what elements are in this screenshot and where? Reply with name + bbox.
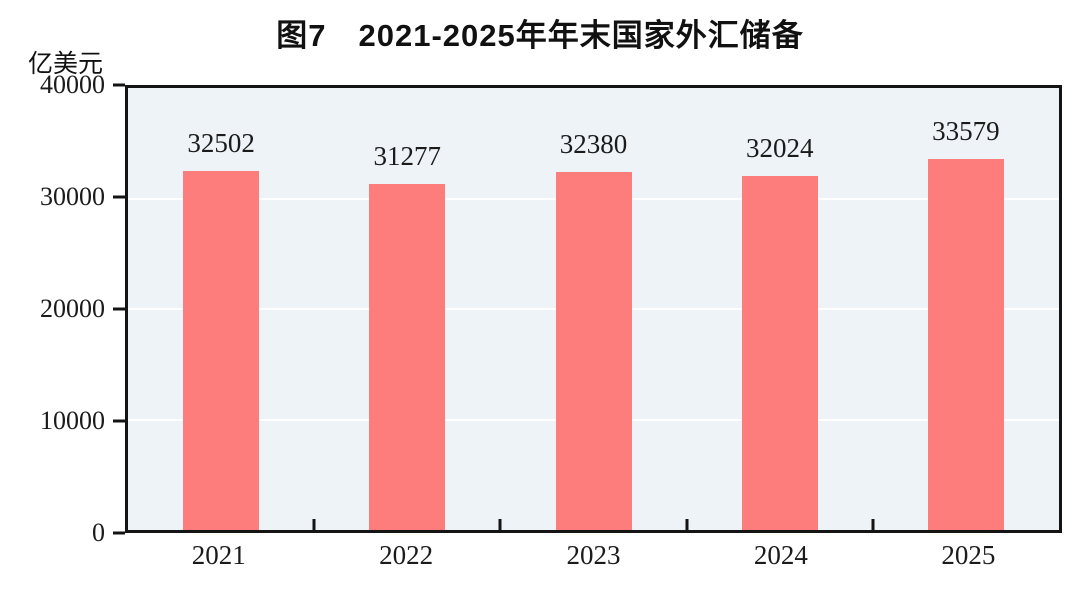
y-axis-label: 20000 — [40, 294, 105, 323]
y-axis-unit-label: 亿美元 — [28, 51, 104, 78]
bar-value-label: 31277 — [373, 141, 442, 172]
y-axis-label: 0 — [92, 518, 105, 547]
bar-2021 — [183, 170, 260, 530]
x-axis-tick — [685, 519, 689, 530]
y-axis-tick — [113, 83, 125, 87]
bar-group-2025: 33579 — [873, 88, 1059, 530]
x-axis-label-2021: 2021 — [191, 540, 246, 570]
bar-2023 — [555, 172, 632, 530]
bar-group-2024: 32024 — [687, 88, 873, 530]
x-axis-label-2023: 2023 — [566, 540, 621, 570]
bar-2024 — [741, 176, 818, 530]
x-axis-label-2022: 2022 — [379, 540, 434, 570]
y-axis-label: 10000 — [40, 406, 105, 435]
bar-group-2021: 32502 — [128, 88, 314, 530]
x-axis-labels: 2021 2022 2023 2024 2025 — [125, 540, 1062, 571]
bar-group-2022: 31277 — [314, 88, 500, 530]
y-axis-tick — [113, 419, 125, 423]
y-axis-label: 30000 — [40, 182, 105, 211]
x-axis-label-2024: 2024 — [753, 540, 808, 570]
y-axis-tick — [113, 531, 125, 535]
y-axis-tick — [113, 307, 125, 311]
x-axis-tick — [498, 519, 502, 530]
y-axis-tick — [113, 195, 125, 199]
bar-value-label: 32024 — [745, 133, 814, 164]
x-axis-tick — [871, 519, 875, 530]
chart-title: 图7 2021-2025年年末国家外汇储备 — [276, 18, 804, 53]
bar-group-2023: 32380 — [500, 88, 686, 530]
x-axis-tick — [312, 519, 316, 530]
bar-2022 — [369, 184, 446, 530]
bar-value-label: 32502 — [187, 127, 255, 158]
y-axis-labels: 0 10000 20000 30000 40000 — [0, 72, 125, 546]
bar-value-label: 32380 — [559, 129, 628, 160]
bar-value-label: 33579 — [932, 115, 1000, 146]
bar-2025 — [927, 158, 1004, 530]
x-axis-label-2025: 2025 — [941, 540, 996, 570]
y-axis-label: 40000 — [40, 70, 105, 99]
bars-row: 32502 31277 32380 32024 33579 — [128, 88, 1059, 530]
plot-area: 32502 31277 32380 32024 33579 — [125, 85, 1062, 533]
